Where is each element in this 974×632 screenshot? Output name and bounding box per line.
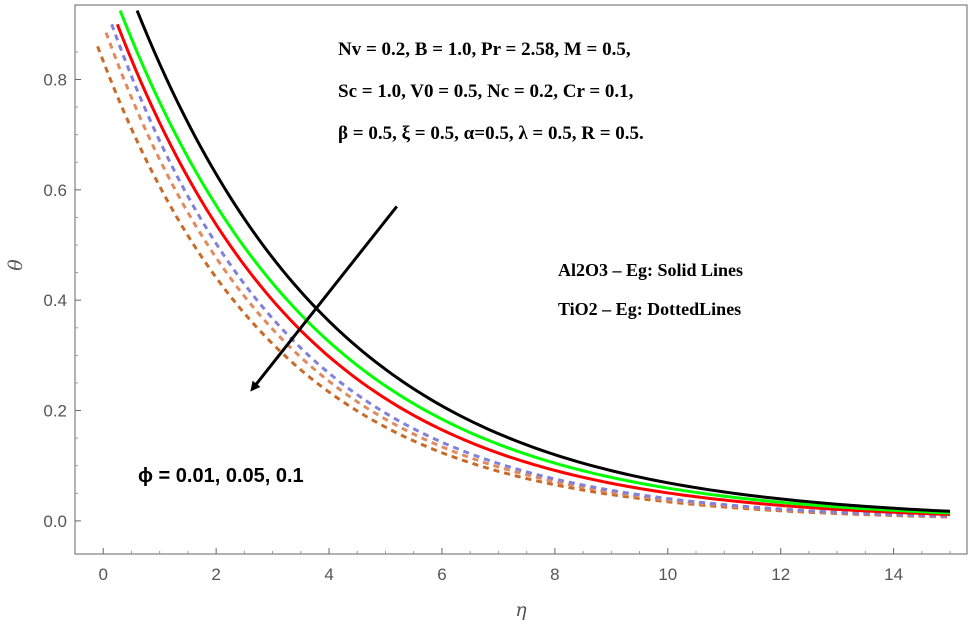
series-line — [110, 23, 951, 518]
series-line — [96, 45, 951, 519]
y-tick-label: 0.2 — [43, 402, 67, 421]
axis-ticks — [75, 51, 951, 554]
x-tick-label: 4 — [324, 565, 333, 584]
series-line — [115, 23, 951, 516]
x-tick-label: 0 — [98, 565, 107, 584]
legend-dotted-lines: TiO2 – Eg: DottedLines — [558, 299, 741, 319]
x-tick-label: 10 — [658, 565, 677, 584]
x-tick-label: 8 — [550, 565, 559, 584]
y-tick-label: 0.4 — [43, 291, 67, 310]
series-lines — [96, 9, 951, 519]
y-tick-label: 0.0 — [43, 512, 67, 531]
x-axis-label: η — [515, 599, 527, 621]
phi-values-label: ϕ = 0.01, 0.05, 0.1 — [138, 465, 304, 487]
y-tick-label: 0.6 — [43, 181, 67, 200]
x-tick-label: 2 — [211, 565, 220, 584]
params-annotation-line-3: β = 0.5, ξ = 0.5, α=0.5, λ = 0.5, R = 0.… — [338, 123, 644, 144]
x-tick-label: 14 — [884, 565, 903, 584]
axis-tick-labels: 0 2 4 6 8 10 12 14 0.0 0.2 0.4 0.6 0.8 — [43, 70, 903, 584]
legend-solid-lines: Al2O3 – Eg: Solid Lines — [558, 260, 743, 280]
y-axis-label: θ — [5, 259, 27, 271]
x-tick-label: 6 — [437, 565, 446, 584]
series-line — [118, 9, 951, 515]
series-line — [135, 9, 951, 513]
y-tick-label: 0.8 — [43, 70, 67, 89]
params-annotation-line-2: Sc = 1.0, V0 = 0.5, Nc = 0.2, Cr = 0.1, — [338, 81, 634, 102]
x-tick-label: 12 — [771, 565, 790, 584]
phi-increase-arrow — [250, 205, 398, 392]
plot-frame — [74, 4, 968, 555]
params-annotation-line-1: Nv = 0.2, B = 1.0, Pr = 2.58, M = 0.5, — [338, 39, 631, 60]
